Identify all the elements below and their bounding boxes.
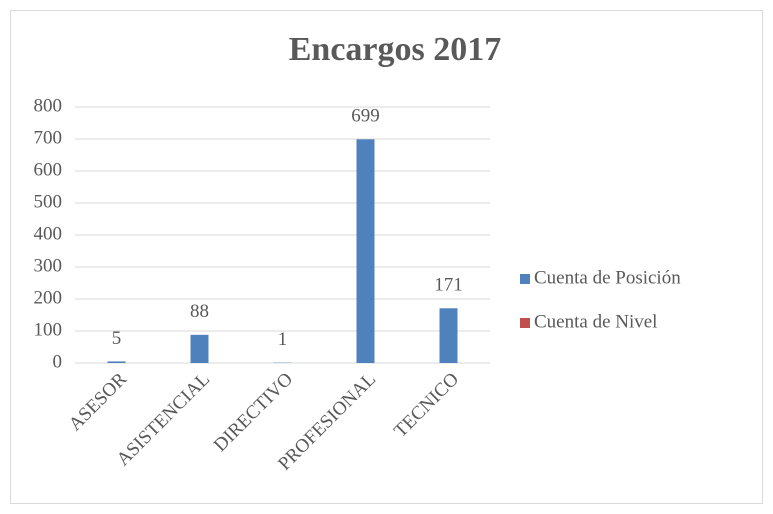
- chart-title: Encargos 2017: [289, 31, 502, 68]
- data-label: 88: [190, 301, 209, 322]
- legend-label: Cuenta de Posición: [534, 267, 681, 288]
- data-label: 1: [278, 329, 288, 350]
- bar: [439, 308, 458, 363]
- y-tick-label: 800: [34, 95, 63, 116]
- legend-label: Cuenta de Nivel: [534, 311, 657, 332]
- y-tick-label: 0: [53, 351, 63, 372]
- bar: [107, 361, 126, 363]
- legend-swatch: [520, 274, 530, 284]
- y-tick-label: 500: [34, 191, 63, 212]
- y-tick-label: 700: [34, 127, 63, 148]
- data-label: 699: [351, 106, 380, 127]
- chart-border: [10, 10, 763, 504]
- y-tick-label: 200: [34, 287, 63, 308]
- y-tick-label: 400: [34, 223, 63, 244]
- bar: [190, 334, 209, 363]
- data-label: 171: [434, 275, 463, 296]
- y-tick-label: 300: [34, 255, 63, 276]
- data-label: 5: [112, 328, 122, 349]
- y-tick-label: 100: [34, 319, 63, 340]
- legend-swatch: [520, 318, 530, 328]
- y-tick-label: 600: [34, 159, 63, 180]
- bar: [356, 139, 375, 363]
